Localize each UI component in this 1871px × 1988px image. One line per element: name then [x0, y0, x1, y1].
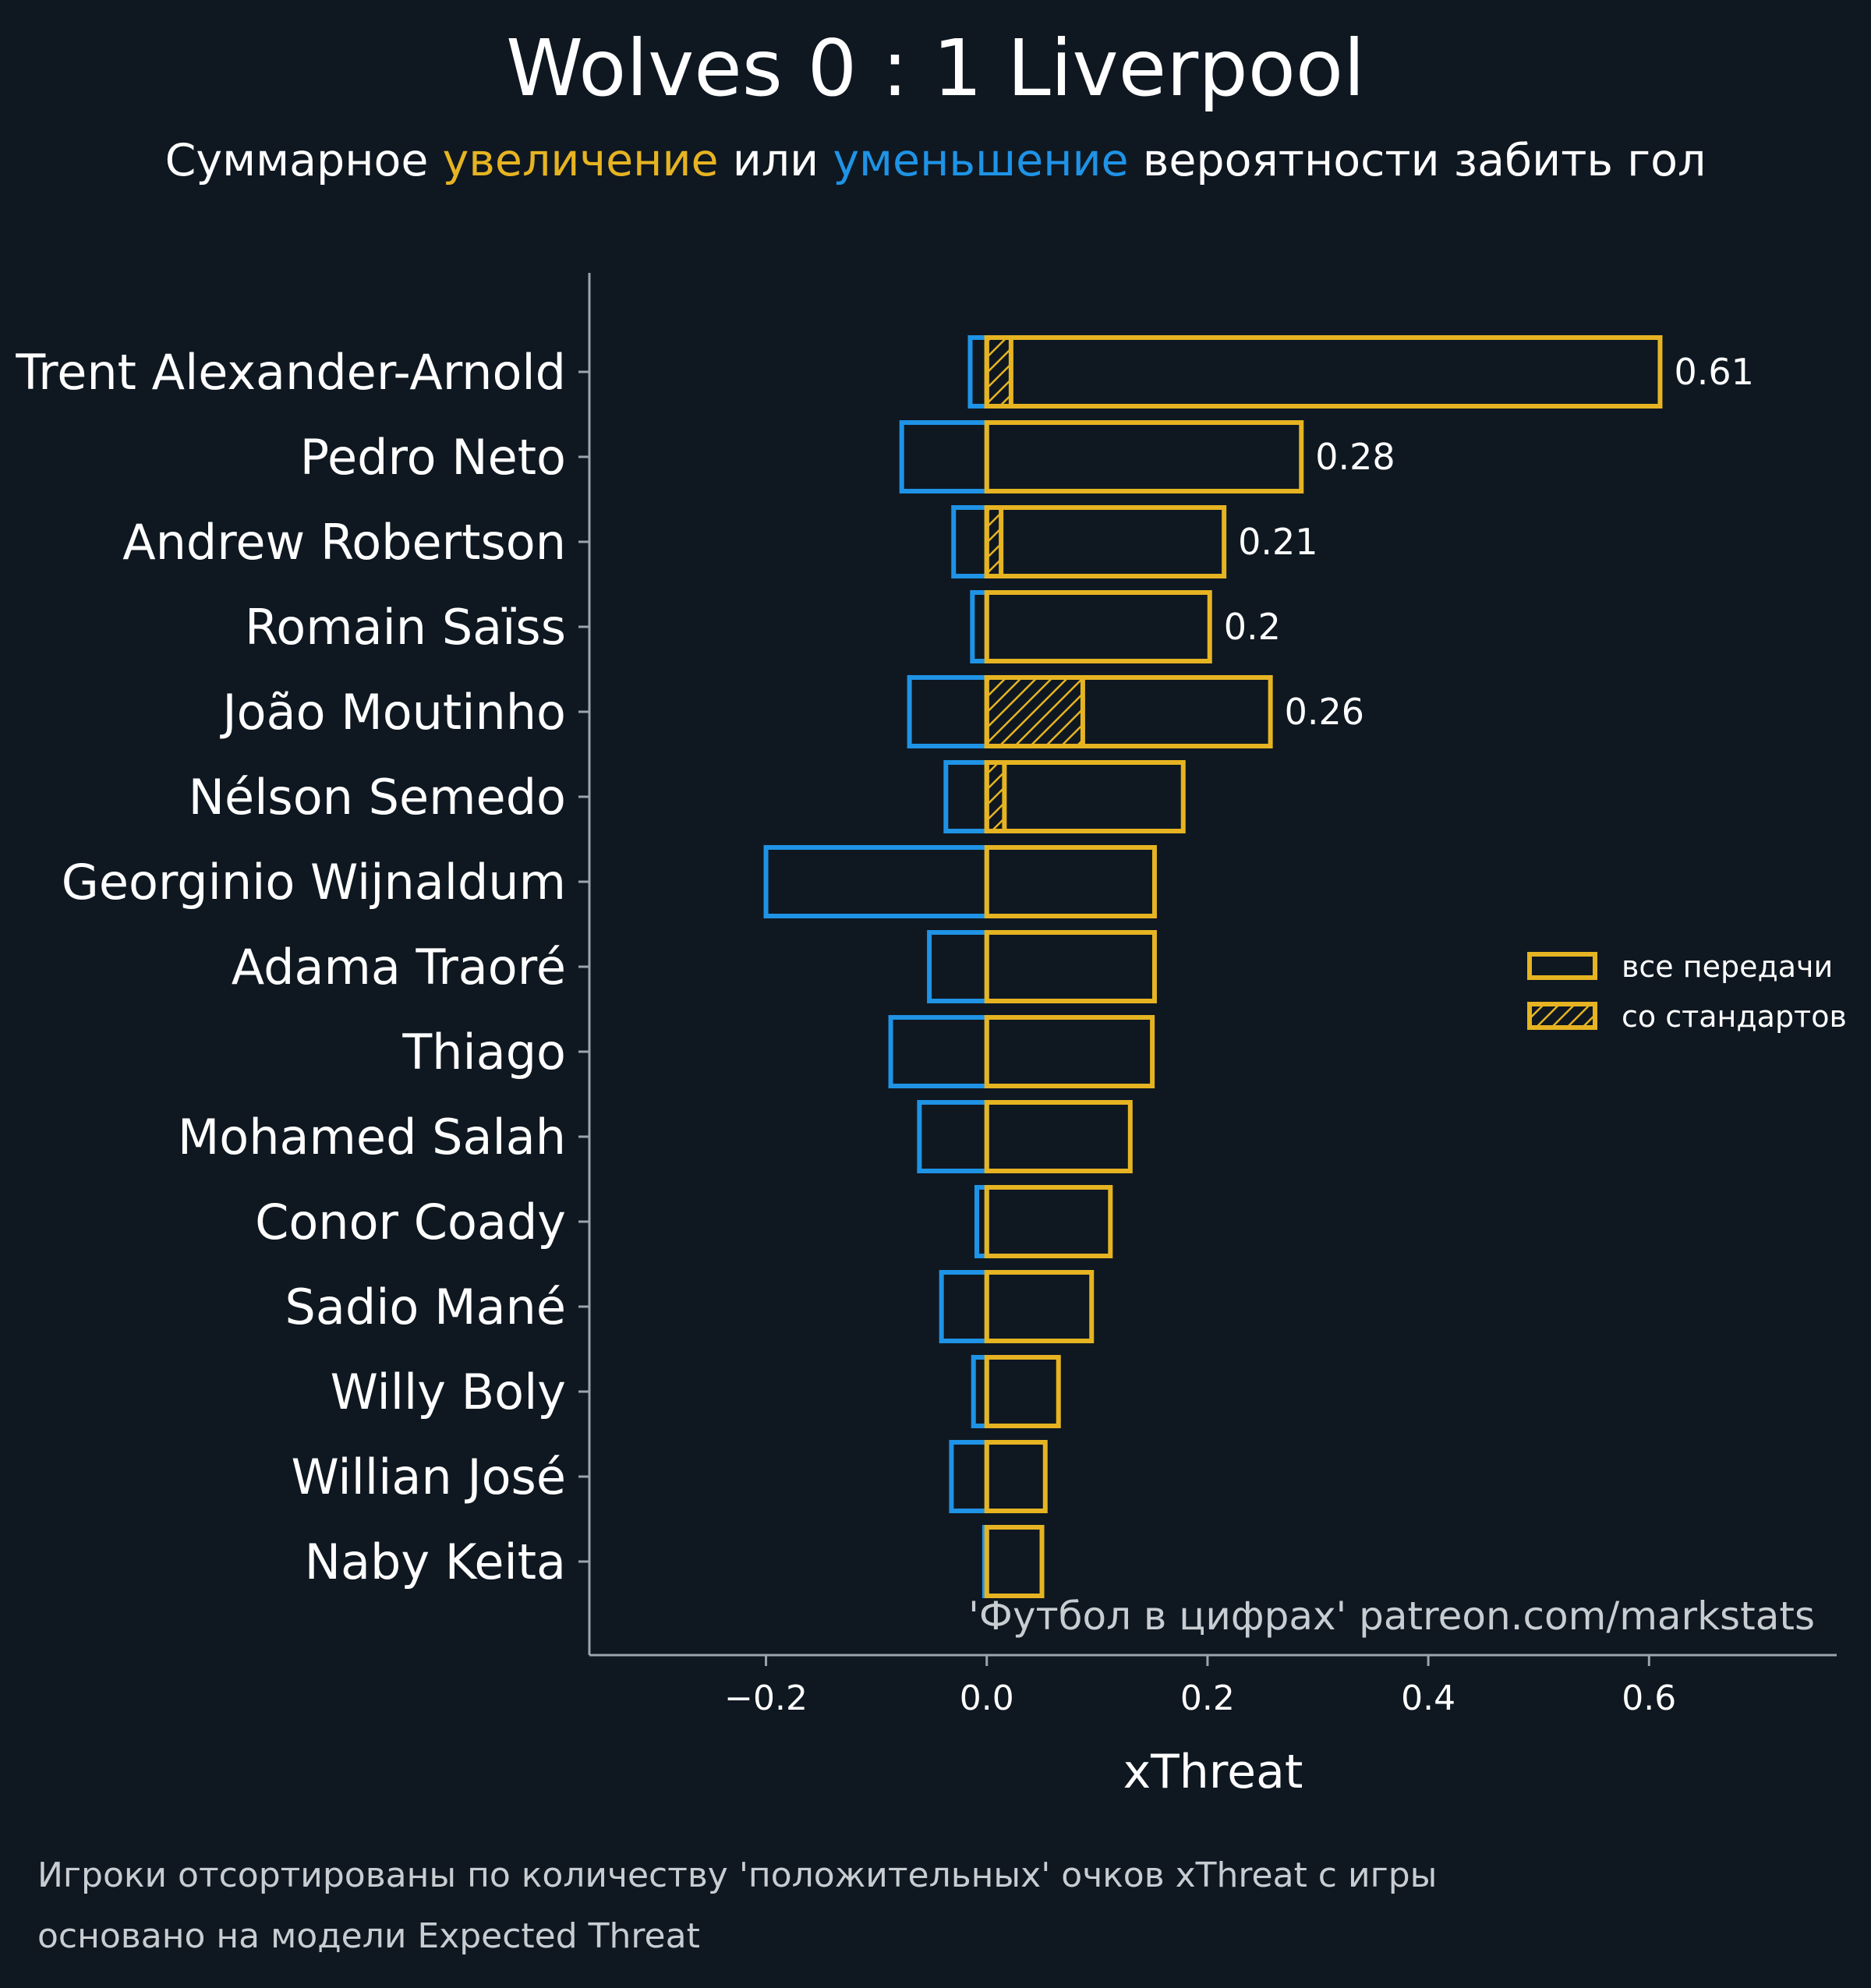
chart-subtitle: Суммарное увеличение или уменьшение веро… [165, 135, 1707, 186]
y-tick-label: Willy Boly [331, 1364, 566, 1420]
bar-negative [949, 1440, 989, 1513]
legend-label-all-passes: все передачи [1622, 950, 1833, 984]
legend-label-set-pieces: со стандартов [1622, 999, 1847, 1034]
x-tick-label: 0.0 [960, 1678, 1014, 1718]
bar-positive [984, 845, 1157, 918]
bar-value-label: 0.61 [1674, 351, 1753, 393]
bar-positive [984, 505, 1227, 578]
watermark: 'Футбол в цифрах' patreon.com/markstats [968, 1594, 1815, 1639]
bar-positive [984, 930, 1157, 1003]
bar-set-pieces [984, 335, 1013, 409]
y-tick-label: Nélson Semedo [189, 769, 566, 826]
x-tick-label: 0.6 [1622, 1678, 1676, 1718]
y-tick-label: Willian José [291, 1449, 566, 1505]
bar-positive [984, 420, 1304, 493]
y-tick-label: Andrew Robertson [122, 514, 566, 571]
legend: все передачи со стандартов [1527, 950, 1847, 1034]
x-tick-label: 0.4 [1401, 1678, 1455, 1718]
y-tick-label: Trent Alexander-Arnold [15, 344, 566, 401]
bar-positive [984, 1355, 1061, 1428]
bar-positive [984, 1015, 1155, 1088]
x-axis-label: xThreat [1123, 1745, 1303, 1799]
bar-positive [984, 335, 1663, 409]
bar-positive [984, 760, 1186, 833]
bar-value-label: 0.26 [1285, 691, 1364, 733]
bar-value-label: 0.28 [1315, 436, 1395, 478]
bar-negative [899, 420, 989, 493]
y-tick-label: Naby Keita [305, 1533, 566, 1590]
bar-positive [984, 675, 1273, 748]
bar-negative [967, 335, 989, 409]
footer-note-line1: Игроки отсортированы по количеству 'поло… [37, 1855, 1437, 1895]
y-tick-label: Sadio Mané [285, 1279, 567, 1335]
subtitle-positive: увеличение [443, 135, 719, 186]
subtitle-part1: Суммарное [165, 135, 443, 186]
bar-positive [984, 590, 1212, 663]
bar-positive [984, 1525, 1045, 1598]
bar-negative [907, 675, 989, 748]
subtitle-part2: или [733, 135, 833, 186]
y-tick-label: Thiago [401, 1024, 566, 1081]
bar-positive [984, 1100, 1133, 1173]
bar-value-label: 0.21 [1238, 521, 1317, 563]
bar-negative [943, 760, 989, 833]
bar-negative [927, 930, 989, 1003]
legend-swatch-all-passes [1527, 952, 1597, 980]
y-tick-label: Romain Saïss [245, 599, 566, 656]
bar-value-label: 0.2 [1224, 606, 1281, 648]
y-tick-label: João Moutinho [219, 684, 566, 741]
bar-positive [984, 1440, 1048, 1513]
y-tick-label: Conor Coady [255, 1194, 566, 1250]
y-tick-label: Pedro Neto [300, 429, 566, 486]
plot-area: −0.2 0.0 0.2 0.4 0.6 xThreat Trent Alexander-A… [15, 273, 1837, 1799]
legend-swatch-set-pieces [1527, 1002, 1597, 1030]
bar-negative [917, 1100, 989, 1173]
bar-set-pieces [984, 675, 1085, 748]
footer-note-line2: основано на модели Expected Threat [37, 1916, 700, 1956]
bar-negative [939, 1270, 989, 1343]
y-tick-label: Georginio Wijnaldum [62, 854, 566, 911]
chart-title: Wolves 0 : 1 Liverpool [506, 23, 1365, 114]
bar-negative [951, 505, 989, 578]
subtitle-negative: уменьшение [833, 135, 1128, 186]
bar-negative [763, 845, 989, 918]
bar-positive [984, 1185, 1113, 1258]
y-tick-label: Mohamed Salah [178, 1109, 566, 1166]
y-tick-label: Adama Traoré [232, 939, 566, 996]
x-tick-label: −0.2 [724, 1678, 808, 1718]
bar-positive [984, 1270, 1095, 1343]
bar-set-pieces [984, 760, 1007, 833]
x-tick-label: 0.2 [1180, 1678, 1235, 1718]
subtitle-part3: вероятности забить гол [1143, 135, 1707, 186]
bar-negative [888, 1015, 989, 1088]
